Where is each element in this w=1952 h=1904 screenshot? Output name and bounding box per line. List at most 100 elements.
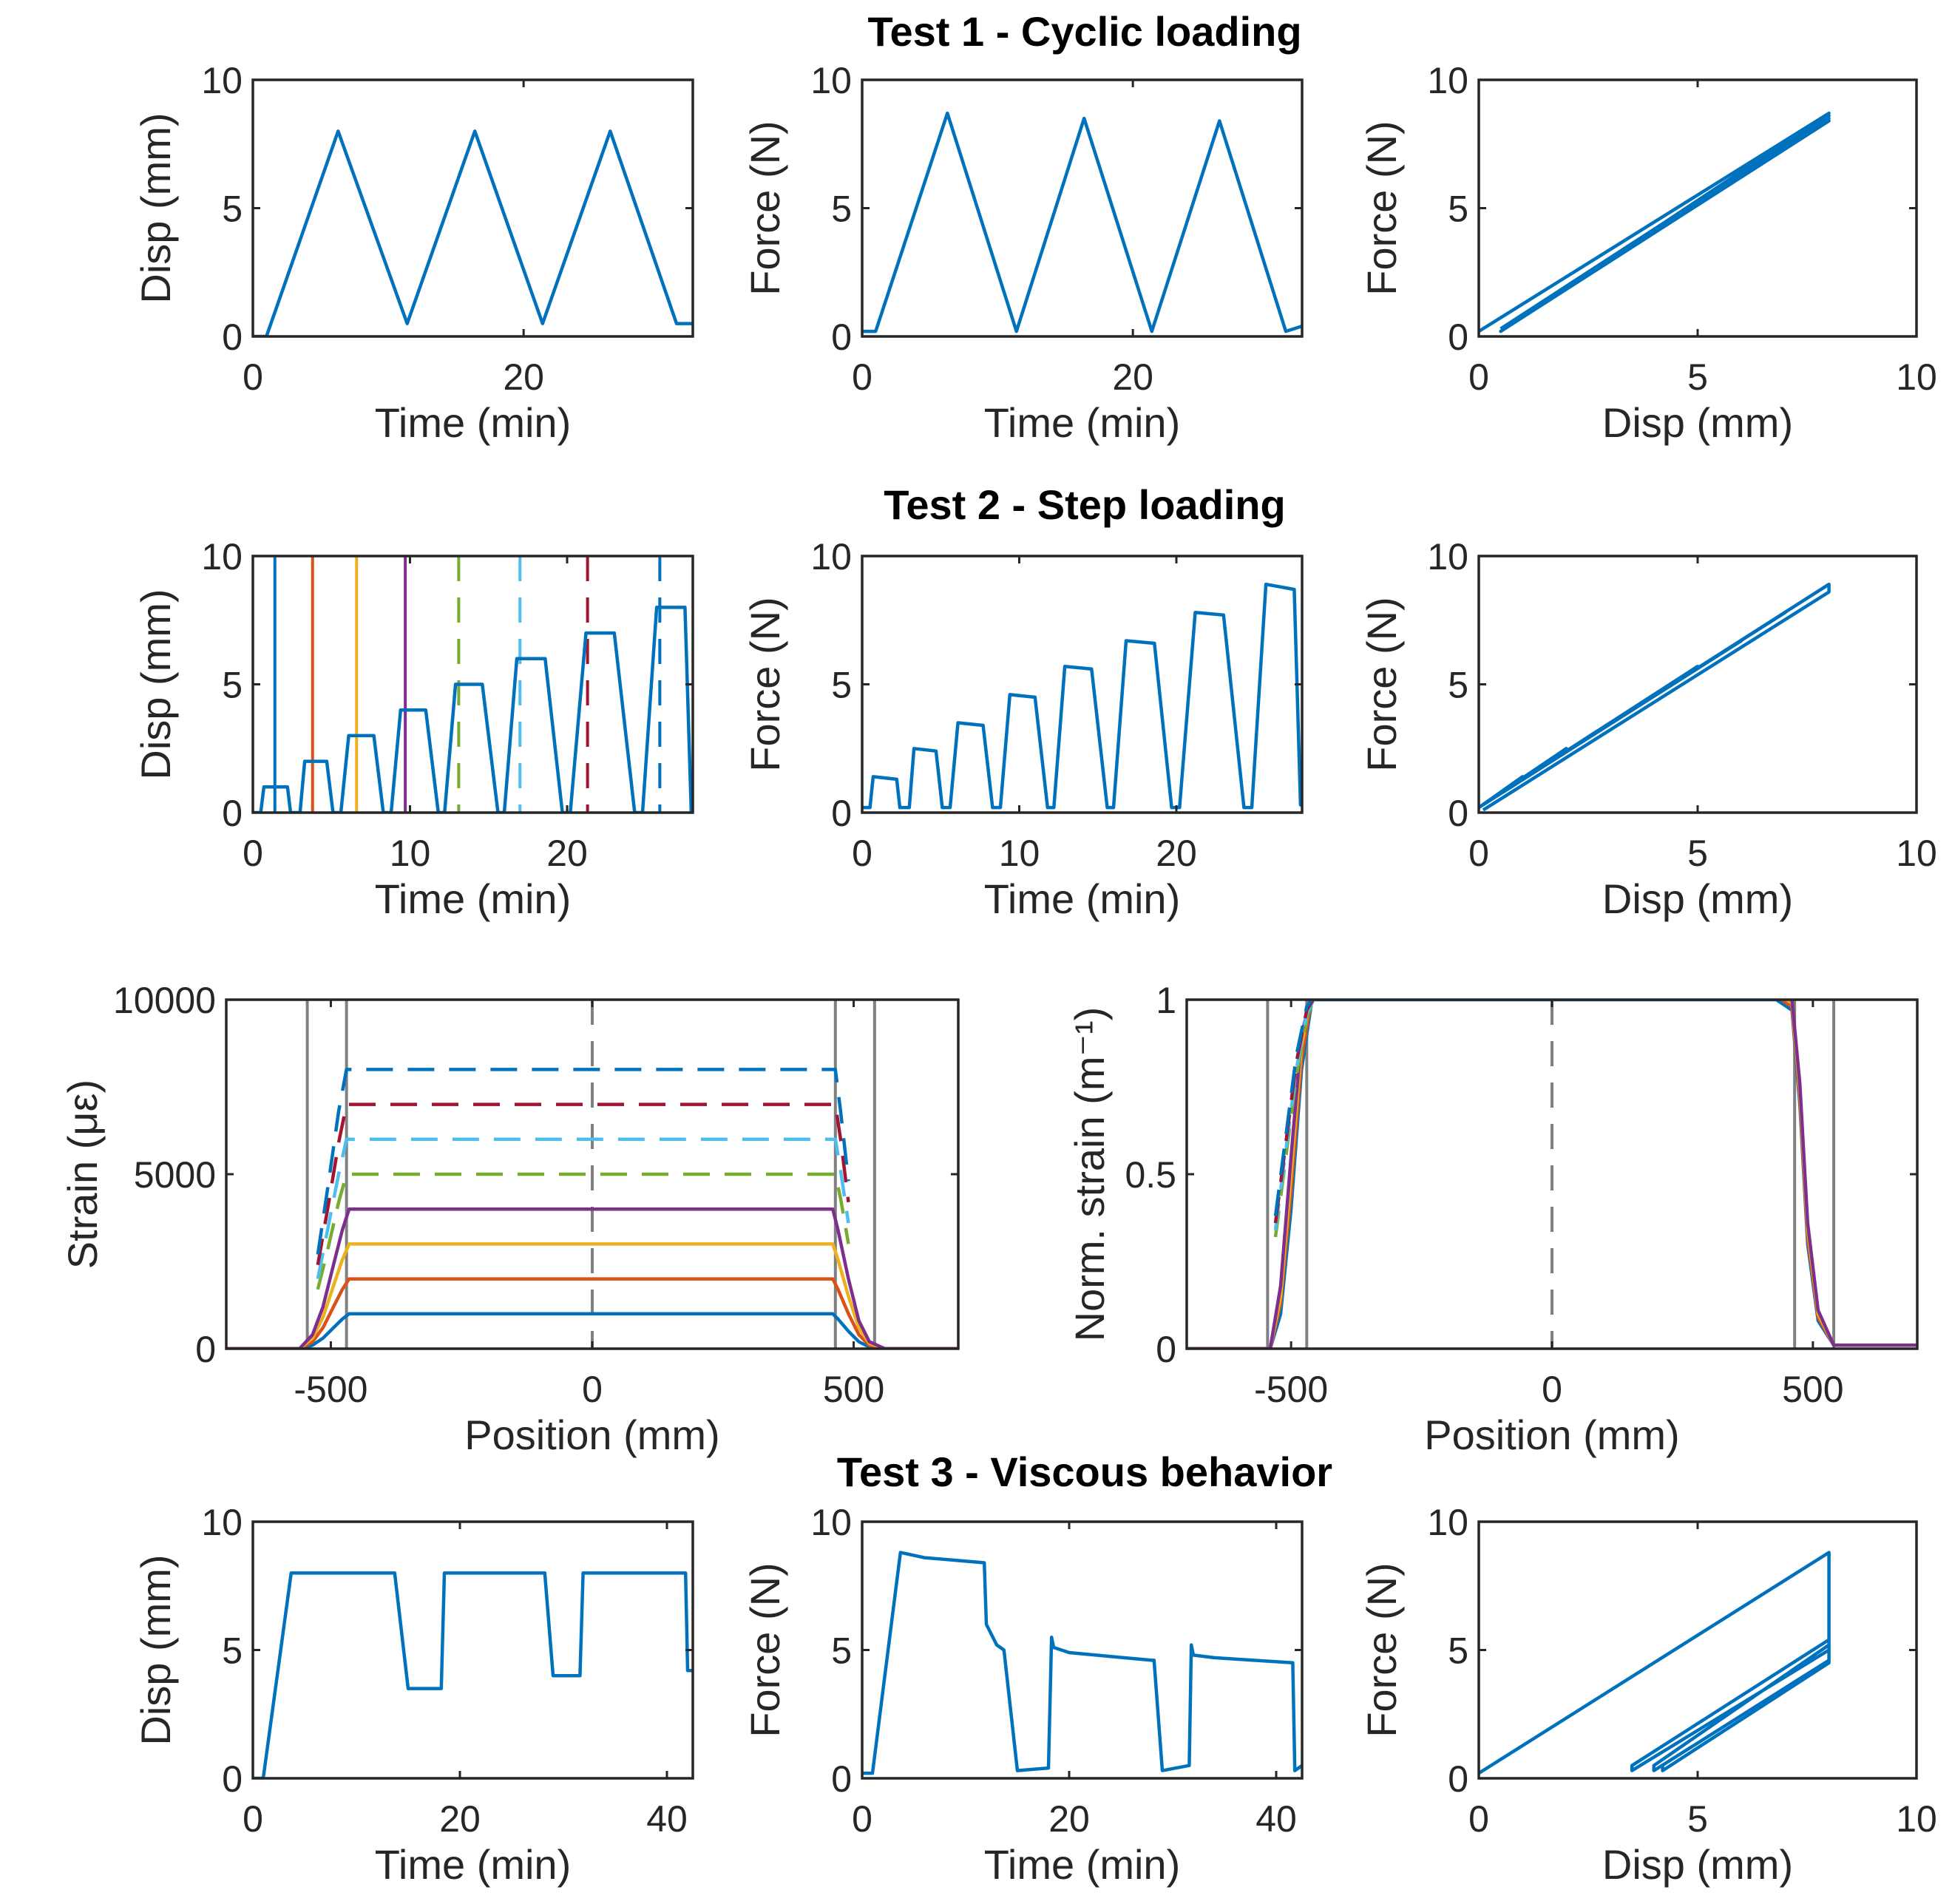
y-tick-label: 10 <box>810 60 852 101</box>
x-tick-label: 5 <box>1687 356 1708 398</box>
y-tick-label: 0 <box>222 1758 243 1800</box>
y-tick-label: 0 <box>831 793 852 834</box>
series-line-disp <box>253 1571 693 1778</box>
plot-area <box>1479 582 1831 812</box>
y-tick-label: 10000 <box>113 980 216 1021</box>
y-tick-label: 10 <box>201 60 243 101</box>
x-tick-label: 0 <box>1468 1798 1489 1840</box>
y-tick-label: 1 <box>1156 980 1176 1021</box>
y-tick-label: 5 <box>222 1630 243 1672</box>
x-tick-label: 0 <box>1542 1369 1562 1410</box>
y-tick-label: 0 <box>195 1329 216 1370</box>
series-line-step-8 <box>316 1068 850 1255</box>
x-tick-label: 500 <box>1782 1369 1843 1410</box>
series-line-step-1 <box>226 1312 958 1349</box>
chart-t1-disp-time: 0 20 0 5 10 Time (min) Disp (mm) Test 1 - Cycli… <box>132 8 1302 446</box>
x-axis-label: Disp (mm) <box>1602 1841 1793 1888</box>
y-axis-label: Norm. strain (m⁻¹) <box>1066 1007 1113 1342</box>
x-axis-label: Time (min) <box>375 1841 571 1888</box>
x-tick-label: 20 <box>1048 1798 1090 1840</box>
y-tick-label: 5 <box>1448 1630 1468 1672</box>
y-tick-label: 5 <box>831 1630 852 1672</box>
series-line-path <box>1479 1551 1831 1775</box>
plot-area <box>1479 1551 1831 1775</box>
chart-title: Test 3 - Viscous behavior <box>837 1449 1332 1495</box>
y-axis-label: Disp (mm) <box>132 589 179 779</box>
x-tick-label: 10 <box>999 833 1040 874</box>
y-tick-label: 5000 <box>134 1154 216 1196</box>
x-tick-label: 20 <box>1156 833 1197 874</box>
plot-area <box>253 1571 693 1778</box>
x-tick-label: 20 <box>503 356 544 398</box>
x-tick-label: 20 <box>1112 356 1153 398</box>
x-tick-label: 40 <box>1255 1798 1297 1840</box>
y-axis-label: Force (N) <box>1358 597 1405 771</box>
y-tick-label: 0 <box>831 316 852 358</box>
x-axis-label: Time (min) <box>984 1841 1180 1888</box>
series-line-loop <box>1479 111 1831 333</box>
y-tick-label: 0 <box>222 316 243 358</box>
x-axis-label: Time (min) <box>984 399 1180 446</box>
series-line-step-7 <box>316 1102 850 1266</box>
chart-t2-force-disp: 0 5 10 0 5 10 Disp (mm) Force (N) <box>1358 536 1937 922</box>
x-tick-label: 0 <box>243 1798 263 1840</box>
y-axis-label: Disp (mm) <box>132 112 179 303</box>
series-line-force <box>862 1551 1302 1775</box>
y-tick-label: 0 <box>222 793 243 834</box>
y-tick-label: 0 <box>1448 316 1468 358</box>
y-tick-label: 10 <box>810 536 852 577</box>
plot-area <box>862 582 1302 810</box>
y-tick-label: 5 <box>831 189 852 230</box>
series-line-force <box>862 111 1302 333</box>
series-line-disp <box>253 606 693 813</box>
plot-area <box>1479 111 1831 333</box>
x-tick-label: 5 <box>1687 1798 1708 1840</box>
series-line-step-4 <box>1187 1000 1917 1349</box>
x-tick-label: -500 <box>294 1369 367 1410</box>
chart-t1-force-disp: 0 5 10 0 5 10 Disp (mm) Force (N) <box>1358 60 1937 446</box>
chart-t2-disp-time: 0 10 20 0 5 10 Time (min) Disp (mm) Test 2 - Ste… <box>132 481 1286 922</box>
x-axis-label: Time (min) <box>375 875 571 922</box>
y-tick-label: 10 <box>1427 60 1468 101</box>
plot-area <box>253 129 693 336</box>
chart-t3-disp-time: 0 20 40 0 5 10 Time (min) Disp (mm) Test 3 - Vis… <box>132 1449 1332 1888</box>
x-tick-label: -500 <box>1254 1369 1328 1410</box>
x-tick-label: 0 <box>1468 356 1489 398</box>
chart-t3-force-time: 0 20 40 0 5 10 Time (min) Force (N) <box>742 1502 1304 1888</box>
y-axis-label: Force (N) <box>1358 121 1405 295</box>
plot-area <box>1187 1000 1917 1349</box>
x-tick-label: 20 <box>439 1798 481 1840</box>
x-axis-label: Position (mm) <box>464 1412 719 1458</box>
plot-area <box>862 1551 1302 1775</box>
y-tick-label: 10 <box>1427 1502 1468 1543</box>
y-tick-label: 5 <box>222 189 243 230</box>
y-tick-label: 5 <box>1448 189 1468 230</box>
x-axis-label: Time (min) <box>375 399 571 446</box>
y-axis-label: Strain (με) <box>59 1080 106 1269</box>
series-line-step-6 <box>316 1137 850 1280</box>
plot-area <box>226 1000 958 1349</box>
x-axis-label: Disp (mm) <box>1602 399 1793 446</box>
y-tick-label: 10 <box>201 1502 243 1543</box>
x-tick-label: 0 <box>1468 833 1489 874</box>
chart-t1-force-time: 0 20 0 5 10 Time (min) Force (N) <box>742 60 1304 446</box>
x-tick-label: 0 <box>852 1798 872 1840</box>
y-tick-label: 0.5 <box>1125 1154 1176 1196</box>
series-line-step-5 <box>316 1172 850 1290</box>
plot-area <box>862 111 1302 333</box>
series-line-force <box>862 582 1302 810</box>
y-tick-label: 10 <box>1427 536 1468 577</box>
y-tick-label: 5 <box>222 665 243 706</box>
series-line-step-8 <box>1273 1000 1315 1216</box>
x-axis-label: Disp (mm) <box>1602 875 1793 922</box>
chart-title: Test 2 - Step loading <box>884 481 1285 528</box>
plot-area <box>253 556 693 813</box>
chart-t2-normstrain-position: -500 0 500 0 0.5 1 Position (mm) Norm. strain (… <box>1066 980 1919 1458</box>
x-axis-label: Position (mm) <box>1424 1412 1679 1458</box>
y-axis-label: Force (N) <box>742 121 788 295</box>
y-tick-label: 10 <box>810 1502 852 1543</box>
